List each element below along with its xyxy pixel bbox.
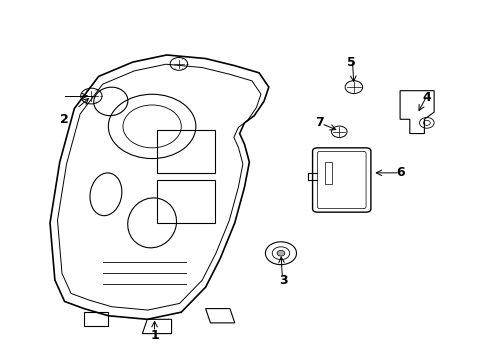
Circle shape xyxy=(277,250,285,256)
Text: 4: 4 xyxy=(422,91,430,104)
Bar xyxy=(157,130,215,173)
Text: 6: 6 xyxy=(395,166,404,179)
Text: 7: 7 xyxy=(315,116,324,129)
Text: 3: 3 xyxy=(279,274,287,287)
Text: 5: 5 xyxy=(346,55,355,69)
Bar xyxy=(324,162,331,184)
Text: 2: 2 xyxy=(60,113,69,126)
Bar xyxy=(157,180,215,223)
Text: 1: 1 xyxy=(150,329,159,342)
